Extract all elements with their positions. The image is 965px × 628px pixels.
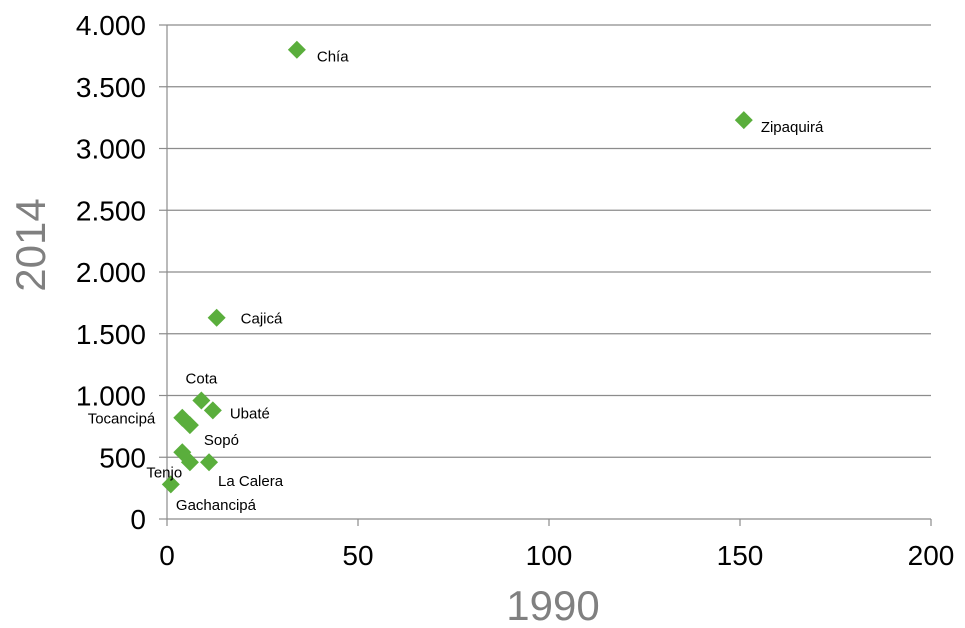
y-tick-label: 2.000 — [76, 257, 146, 288]
data-label: Cota — [186, 370, 218, 387]
data-label: La Calera — [218, 473, 284, 490]
axes — [159, 24, 932, 526]
y-tick-label: 500 — [99, 442, 146, 473]
data-points — [161, 40, 753, 494]
x-tick-label: 50 — [342, 540, 373, 571]
y-axis-title: 2014 — [7, 198, 54, 291]
data-point — [734, 111, 753, 130]
y-tick-label: 1.500 — [76, 319, 146, 350]
y-tick-label: 3.500 — [76, 72, 146, 103]
data-label: Sopó — [204, 432, 239, 449]
tick-labels: 0 500 1.000 1.500 2.000 2.500 3.000 3.500 4.000 0… — [76, 10, 954, 571]
y-tick-label: 4.000 — [76, 10, 146, 41]
data-label: Tenjo — [146, 464, 182, 481]
x-tick-label: 0 — [159, 540, 175, 571]
data-point — [287, 40, 306, 59]
y-tick-label: 2.500 — [76, 195, 146, 226]
data-label: Zipaquirá — [761, 119, 824, 136]
data-point — [203, 401, 222, 420]
data-point — [207, 308, 226, 327]
data-label: Gachancipá — [176, 497, 257, 514]
y-tick-label: 0 — [130, 504, 146, 535]
data-label: Chía — [317, 49, 349, 66]
y-tick-label: 1.000 — [76, 381, 146, 412]
x-axis-title: 1990 — [506, 582, 599, 628]
data-point — [200, 453, 219, 472]
data-label: Cajicá — [241, 311, 283, 328]
data-point — [192, 391, 211, 410]
point-labels: Chía Zipaquirá Cajicá Cota Ubaté Tocancipá Sop… — [88, 49, 824, 514]
grid-lines — [167, 24, 931, 458]
data-point — [161, 475, 180, 494]
data-label: Ubaté — [230, 405, 270, 422]
data-point — [180, 416, 199, 435]
x-tick-label: 100 — [526, 540, 573, 571]
x-tick-label: 200 — [908, 540, 955, 571]
y-tick-label: 3.000 — [76, 134, 146, 165]
data-point — [180, 453, 199, 472]
data-label: Tocancipá — [88, 411, 156, 428]
x-tick-label: 150 — [717, 540, 764, 571]
